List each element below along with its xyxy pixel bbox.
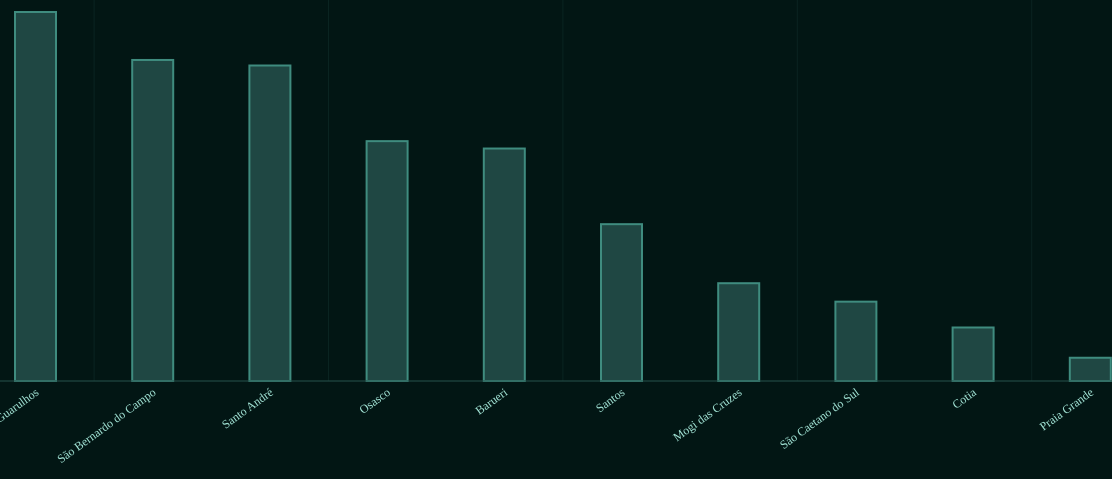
bar-10 <box>1068 356 1112 382</box>
x-tick-label: Barueri <box>473 385 511 418</box>
bar-3 <box>248 64 292 382</box>
x-tick-label: Santos <box>593 385 627 415</box>
bar-7 <box>717 282 761 382</box>
bar-4 <box>365 140 409 382</box>
bar-6 <box>600 223 643 382</box>
x-tick-label: Cotia <box>950 385 980 412</box>
x-tick-label: Guarulhos <box>0 385 42 426</box>
bar-5 <box>482 147 526 382</box>
x-tick-label: Santo André <box>219 385 276 431</box>
x-tick-label: Osasco <box>357 385 393 417</box>
grid <box>93 0 1033 381</box>
bar-8 <box>834 300 878 383</box>
x-tick-label: São Bernardo do Campo <box>55 385 159 466</box>
bars <box>14 11 1112 383</box>
x-tick-label: Mogi das Cruzes <box>670 385 744 444</box>
x-tick-label: Praia Grande <box>1037 385 1096 433</box>
bar-9 <box>951 326 995 382</box>
x-tick-labels: Guarulhos São Bernardo do Campo Santo Andr… <box>0 385 1096 466</box>
bar-2 <box>131 58 175 382</box>
x-tick-label: São Caetano do Sul <box>777 385 862 452</box>
bar-1 <box>14 11 57 382</box>
